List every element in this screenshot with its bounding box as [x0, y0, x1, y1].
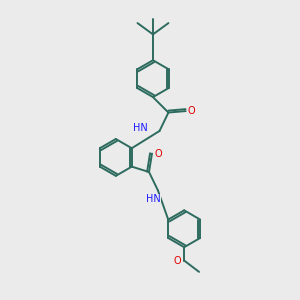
- Text: O: O: [155, 148, 162, 159]
- Text: O: O: [187, 106, 195, 116]
- Text: HN: HN: [134, 123, 148, 133]
- Text: HN: HN: [146, 194, 161, 204]
- Text: O: O: [174, 256, 182, 266]
